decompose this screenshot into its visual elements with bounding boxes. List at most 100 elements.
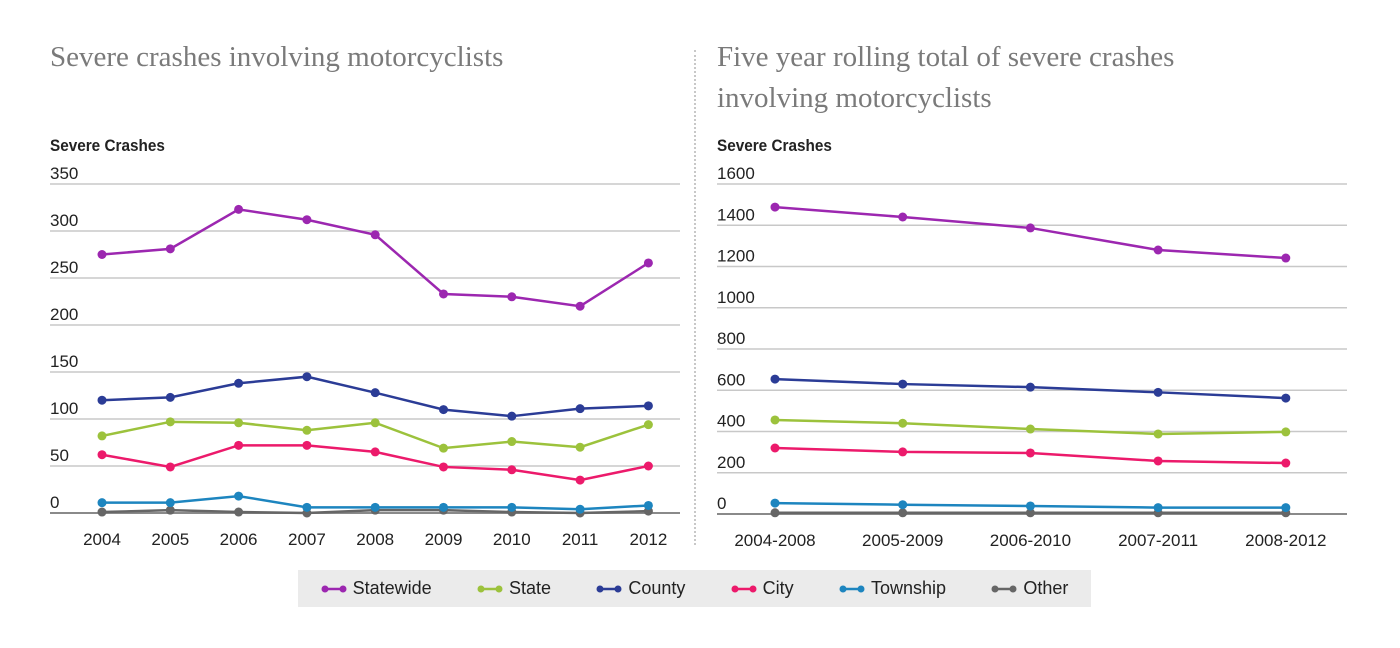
data-point — [770, 374, 780, 384]
y-tick-label: 800 — [717, 329, 745, 348]
legend-item-county: County — [596, 578, 685, 599]
data-point — [439, 289, 448, 299]
data-point — [1281, 458, 1291, 468]
data-point — [643, 500, 653, 510]
data-point — [302, 372, 312, 382]
data-point — [302, 440, 312, 450]
data-point — [1025, 424, 1035, 434]
series-city — [97, 440, 653, 485]
y-tick-label: 300 — [50, 211, 78, 230]
data-point — [575, 301, 585, 311]
data-point — [1281, 427, 1291, 437]
y-tick-label: 350 — [50, 164, 78, 183]
legend-swatch-icon — [839, 585, 865, 592]
data-point — [1153, 429, 1163, 439]
data-point — [370, 447, 380, 457]
data-point — [165, 505, 175, 515]
legend-swatch-icon — [731, 585, 757, 592]
data-point — [1025, 382, 1035, 392]
x-tick-label: 2007 — [288, 530, 326, 549]
chart-title-left: Severe crashes involving motorcyclists — [50, 41, 504, 73]
data-point — [770, 508, 780, 518]
data-point — [97, 250, 107, 259]
data-point — [439, 462, 448, 472]
legend-item-city: City — [731, 578, 794, 599]
legend-label: City — [762, 578, 794, 598]
data-point — [370, 418, 380, 428]
data-point — [1281, 503, 1291, 513]
series-state — [97, 417, 653, 453]
legend-label: State — [509, 578, 552, 598]
series-line — [774, 205, 1286, 260]
data-point — [507, 437, 517, 447]
x-tick-label: 2005 — [151, 530, 189, 549]
x-tick-label: 2006 — [220, 530, 258, 549]
y-tick-label: 0 — [50, 493, 59, 512]
legend-swatch-icon — [991, 585, 1017, 592]
data-point — [643, 461, 653, 471]
legend-item-state: State — [477, 578, 551, 599]
data-point — [439, 502, 448, 512]
data-point — [643, 258, 653, 268]
legend-label: Statewide — [352, 578, 432, 598]
data-point — [770, 202, 780, 212]
data-point — [234, 507, 244, 517]
x-tick-label: 2012 — [629, 530, 667, 549]
series-township — [770, 498, 1291, 513]
data-point — [302, 215, 312, 225]
data-point — [507, 502, 517, 512]
y-tick-label: 1200 — [717, 247, 755, 266]
data-point — [770, 443, 780, 453]
legend-item-other: Other — [991, 578, 1068, 599]
data-point — [1153, 245, 1163, 255]
panel-divider — [694, 50, 696, 545]
data-point — [439, 443, 448, 453]
data-point — [575, 504, 585, 514]
y-tick-label: 150 — [50, 352, 78, 371]
data-point — [165, 244, 175, 254]
data-point — [234, 491, 244, 501]
series-statewide — [97, 204, 653, 311]
data-point — [234, 440, 244, 450]
legend-label: County — [628, 578, 686, 598]
x-tick-label: 2004 — [83, 530, 121, 549]
data-point — [770, 498, 780, 508]
y-tick-label: 1000 — [717, 288, 755, 307]
data-point — [1025, 223, 1035, 233]
data-point — [507, 411, 517, 421]
x-tick-label: 2011 — [562, 530, 599, 549]
data-point — [234, 204, 244, 214]
data-point — [507, 292, 517, 302]
y-axis-label-right: Severe Crashes — [717, 136, 832, 155]
series-statewide — [770, 202, 1291, 263]
data-point — [1281, 393, 1291, 403]
y-tick-label: 400 — [717, 412, 745, 431]
legend-label: Township — [870, 578, 947, 598]
legend-swatch-icon — [596, 585, 622, 592]
data-point — [370, 230, 380, 240]
data-point — [302, 502, 312, 512]
y-tick-label: 200 — [717, 453, 745, 472]
data-point — [507, 465, 517, 475]
legend-swatch-icon — [477, 585, 503, 592]
legend-swatch-icon — [321, 585, 347, 592]
series-state — [770, 415, 1291, 439]
y-tick-label: 0 — [717, 494, 726, 513]
data-point — [1153, 387, 1163, 397]
data-point — [643, 420, 653, 430]
legend-label: Other — [1023, 578, 1069, 598]
data-point — [97, 498, 107, 508]
data-point — [165, 417, 175, 427]
data-point — [97, 450, 107, 460]
series-township — [97, 491, 653, 514]
x-tick-label: 2004-2008 — [734, 531, 815, 550]
data-point — [234, 378, 244, 388]
x-tick-label: 2007-2011 — [1118, 531, 1198, 550]
legend-item-statewide: Statewide — [321, 578, 432, 599]
data-point — [898, 212, 908, 222]
data-point — [898, 508, 908, 518]
data-point — [165, 498, 175, 508]
data-point — [370, 502, 380, 512]
y-tick-label: 100 — [50, 399, 78, 418]
data-point — [165, 462, 175, 472]
